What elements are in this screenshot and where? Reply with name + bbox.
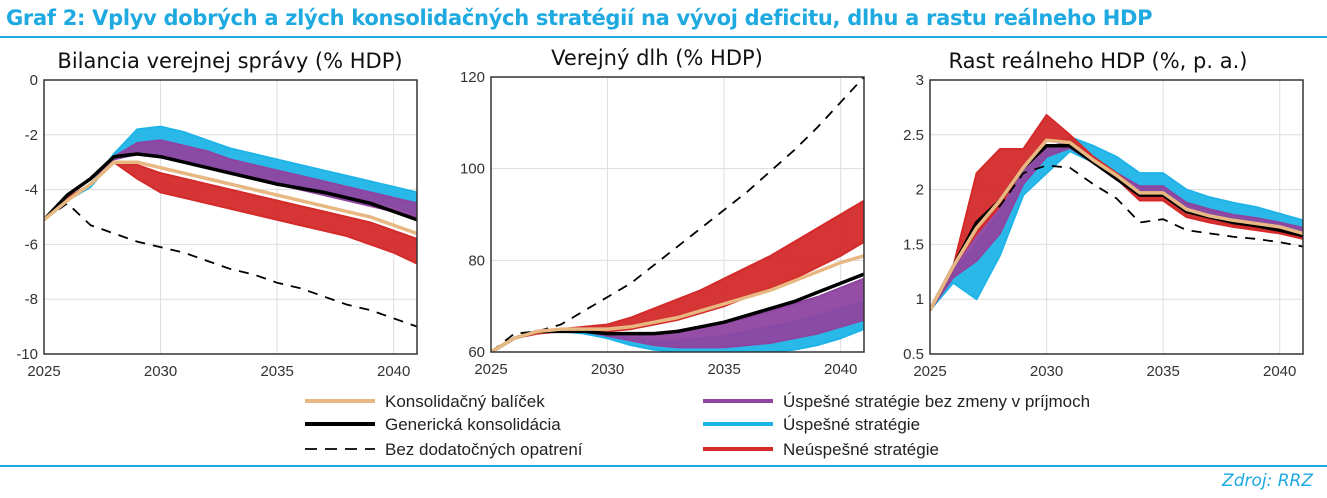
y-tick-label: 0.5 — [903, 346, 924, 363]
y-tick-label: 2.5 — [903, 127, 924, 144]
series-line-konsolidacny — [491, 254, 864, 352]
y-tick-label: -4 — [25, 182, 38, 199]
series-line-bez — [44, 202, 417, 328]
panel-2: Verejný dlh (% HDP) 2025 2030 2035 2040 60 80 1… — [460, 46, 865, 378]
y-tick-label: 120 — [460, 69, 485, 86]
series-line-konsolidacny — [930, 138, 1303, 311]
y-tick-label: 1 — [916, 291, 924, 308]
x-tick-label: 2035 — [260, 363, 293, 380]
legend-item-neuspesne: Neúspešné stratégie — [703, 440, 939, 459]
series-line-bez — [930, 164, 1303, 311]
y-tick-label: -10 — [16, 346, 38, 363]
legend-label: Neúspešné stratégie — [783, 440, 939, 459]
y-tick-label: 0 — [30, 72, 38, 89]
x-tick-label: 2040 — [377, 363, 410, 380]
legend-label: Bez dodatočných opatrení — [385, 440, 583, 459]
plot-frame — [43, 79, 418, 355]
footer-divider — [0, 465, 1327, 467]
source-note: Zdroj: RRZ — [1222, 471, 1313, 491]
x-tick-label: 2040 — [1263, 363, 1296, 380]
x-tick-label: 2040 — [824, 361, 857, 378]
x-tick-label: 2030 — [1030, 363, 1063, 380]
plot-area — [44, 125, 417, 328]
x-tick-label: 2035 — [1146, 363, 1179, 380]
legend-item-genericka: Generická konsolidácia — [305, 415, 561, 434]
plot-area — [930, 114, 1303, 312]
plot-frame — [929, 79, 1304, 355]
legend-item-uspesne_bez_prijmov: Úspešné stratégie bez zmeny v príjmoch — [703, 392, 1090, 411]
panel-title: Bilancia verejnej správy (% HDP) — [57, 49, 402, 73]
y-tick-label: 3 — [916, 72, 924, 89]
x-tick-label: 2035 — [707, 361, 740, 378]
series-line-bez — [491, 77, 864, 352]
x-tick-label: 2030 — [591, 361, 624, 378]
y-tick-label: -2 — [25, 127, 38, 144]
y-tick-label: 100 — [460, 161, 485, 178]
legend-item-konsolidacny: Konsolidačný balíček — [305, 392, 545, 411]
legend-label: Úspešné stratégie bez zmeny v príjmoch — [783, 392, 1090, 411]
panel-title: Rast reálneho HDP (%, p. a.) — [949, 49, 1248, 73]
legend: Konsolidačný balíček Generická konsolidác… — [305, 392, 1090, 459]
figure-title: Graf 2: Vplyv dobrých a zlých konsolidač… — [6, 6, 1153, 30]
y-tick-label: 2 — [916, 182, 924, 199]
plot-area — [491, 77, 864, 352]
y-tick-label: 80 — [468, 252, 485, 269]
legend-item-uspesne: Úspešné stratégie — [703, 415, 920, 434]
y-tick-label: -8 — [25, 291, 38, 308]
panel-1: Bilancia verejnej správy (% HDP) 2025 2030… — [16, 49, 418, 380]
y-tick-label: 1.5 — [903, 236, 924, 253]
title-divider — [0, 36, 1327, 38]
legend-label: Konsolidačný balíček — [385, 392, 545, 411]
legend-item-bez: Bez dodatočných opatrení — [305, 440, 583, 459]
y-tick-label: -6 — [25, 236, 38, 253]
legend-label: Generická konsolidácia — [385, 415, 561, 434]
x-tick-label: 2025 — [913, 363, 946, 380]
band-neuspesne — [44, 161, 417, 265]
x-tick-label: 2025 — [27, 363, 60, 380]
band-neuspesne — [491, 199, 864, 352]
x-tick-label: 2030 — [144, 363, 177, 380]
x-tick-label: 2025 — [474, 361, 507, 378]
legend-label: Úspešné stratégie — [783, 415, 920, 434]
y-tick-label: 60 — [468, 344, 485, 361]
series-line-konsolidacny — [44, 160, 417, 236]
series-line-genericka — [44, 152, 417, 222]
panel-title: Verejný dlh (% HDP) — [551, 46, 763, 70]
plot-frame — [490, 76, 865, 353]
panel-3: Rast reálneho HDP (%, p. a.) 2025 2030 2035… — [903, 49, 1304, 380]
